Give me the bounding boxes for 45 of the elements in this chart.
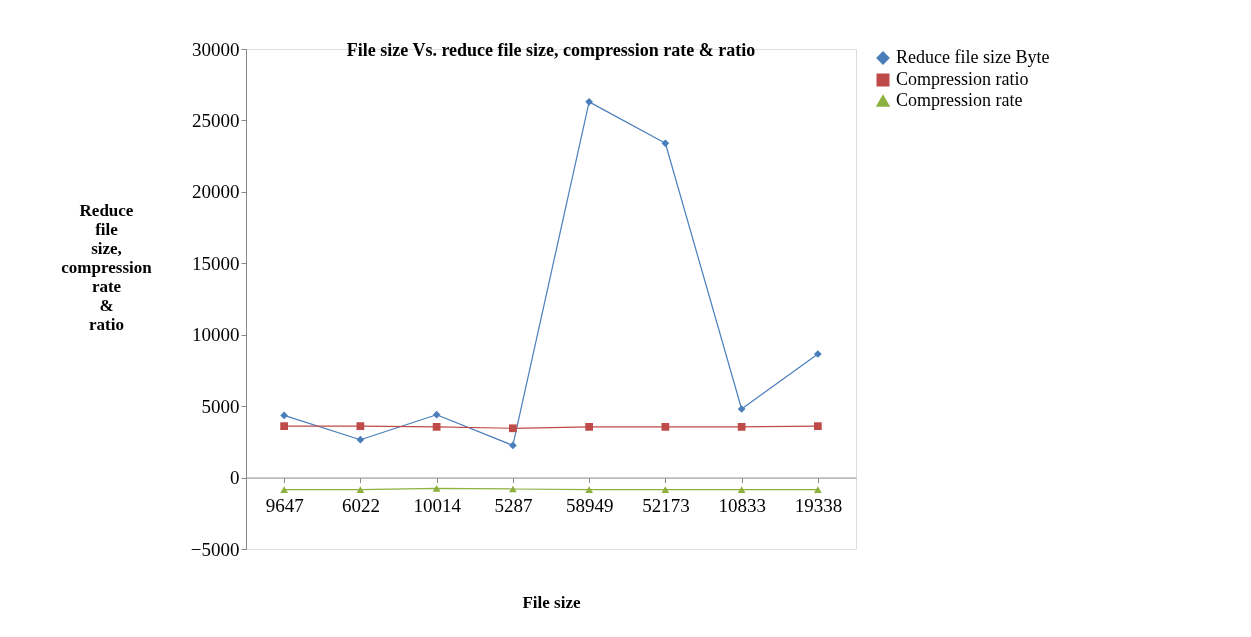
point bbox=[356, 486, 365, 494]
y-tick-label: 5000 bbox=[201, 395, 240, 417]
y-tick-label: 15000 bbox=[192, 252, 240, 274]
x-tick-label: 6022 bbox=[341, 495, 380, 517]
chart-title: File size Vs. reduce file size, compression rate & ratio bbox=[346, 40, 756, 60]
point bbox=[432, 422, 441, 431]
point bbox=[737, 405, 746, 413]
point bbox=[509, 485, 517, 493]
y-tick-label: 0 bbox=[230, 467, 240, 489]
y-tick-label: 10000 bbox=[192, 324, 240, 346]
point bbox=[814, 422, 822, 431]
point bbox=[585, 486, 593, 494]
x-axis-title: File size bbox=[522, 592, 581, 612]
point bbox=[432, 410, 441, 419]
y-axis-title: Reduce file size, compression rate & ratio bbox=[61, 200, 153, 334]
point bbox=[661, 486, 670, 494]
point bbox=[737, 422, 746, 431]
legend-label: Reduce file size Byte bbox=[896, 47, 1050, 67]
y-tick-label: 20000 bbox=[192, 181, 240, 203]
x-tick-label: 10014 bbox=[413, 495, 462, 517]
point bbox=[356, 422, 365, 431]
legend-label: Compression rate bbox=[896, 90, 1023, 110]
point bbox=[509, 424, 517, 433]
point bbox=[585, 422, 593, 431]
point bbox=[356, 435, 365, 444]
y-tick-label: 25000 bbox=[192, 109, 240, 131]
x-tick-label: 10833 bbox=[718, 495, 766, 517]
point bbox=[280, 486, 288, 494]
x-tick-label: 5287 bbox=[494, 495, 533, 517]
y-tick-label: 30000 bbox=[192, 38, 240, 60]
point bbox=[661, 139, 670, 148]
point bbox=[509, 441, 517, 450]
point bbox=[280, 411, 288, 420]
point bbox=[585, 97, 593, 106]
x-tick-label: 58949 bbox=[565, 495, 614, 517]
point bbox=[280, 422, 288, 431]
x-tick-label: 19338 bbox=[794, 495, 843, 517]
point bbox=[432, 484, 441, 492]
point bbox=[814, 486, 822, 494]
y-tick-label: −5000 bbox=[190, 538, 240, 560]
legend-label: Compression ratio bbox=[896, 69, 1029, 89]
x-tick-label: 9647 bbox=[265, 495, 304, 517]
point bbox=[661, 422, 670, 431]
x-tick-label: 52173 bbox=[642, 495, 690, 517]
point bbox=[737, 486, 746, 494]
